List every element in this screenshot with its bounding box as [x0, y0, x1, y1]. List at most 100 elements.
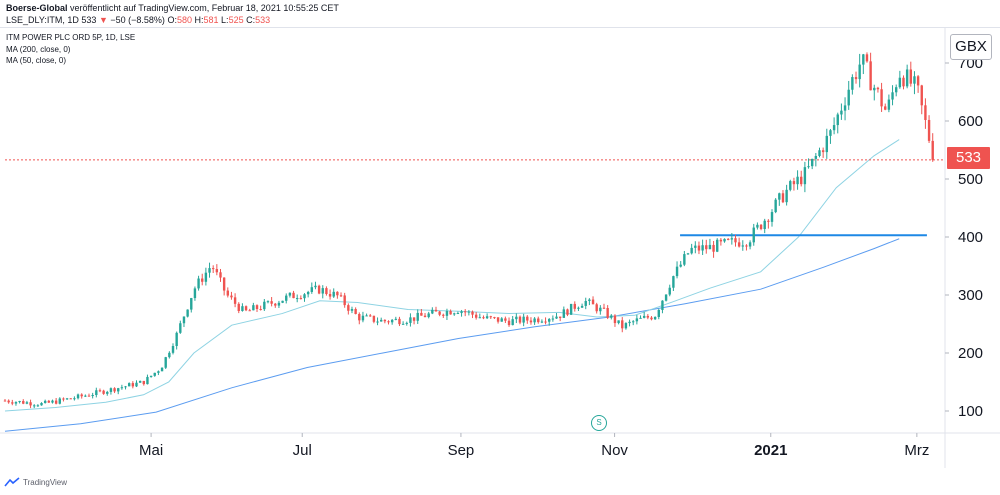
candle-body	[197, 278, 200, 289]
candle-body	[558, 316, 562, 318]
candle-body	[252, 305, 255, 311]
candle-body	[537, 318, 540, 323]
candle-body	[573, 303, 576, 309]
candle-body	[792, 181, 796, 185]
candle-body	[478, 317, 482, 319]
legend-ma200[interactable]: MA (200, close, 0)	[6, 45, 71, 54]
candle-body	[226, 290, 229, 296]
candle-body	[818, 150, 821, 156]
candle-body	[821, 150, 825, 153]
candle-body	[591, 299, 595, 305]
candle-body	[832, 125, 836, 131]
candle-body	[734, 238, 737, 243]
candle-body	[7, 400, 10, 403]
candle-body	[664, 294, 668, 301]
ohlc-high: 581	[203, 15, 219, 25]
candle-body	[25, 402, 29, 404]
candle-body	[442, 314, 445, 316]
last-price-tag: 533	[947, 147, 990, 169]
candle-body	[810, 158, 814, 167]
candle-body	[263, 301, 266, 310]
candle-body	[54, 400, 58, 404]
candle-body	[474, 314, 478, 318]
candle-body	[515, 316, 518, 320]
candle-body	[449, 311, 452, 315]
candle-body	[540, 321, 544, 323]
candle-body	[752, 227, 755, 243]
candle-body	[248, 310, 251, 312]
candle-body	[632, 321, 635, 323]
candle-body	[858, 64, 861, 80]
candle-body	[22, 401, 25, 404]
candle-body	[544, 321, 547, 323]
candle-body	[745, 245, 748, 247]
tradingview-logo[interactable]: TradingView	[4, 477, 67, 487]
candle-body	[840, 110, 843, 115]
legend-title[interactable]: ITM POWER PLC ORD 5P, 1D, LSE	[6, 33, 136, 42]
ma50-line	[4, 139, 900, 412]
candle-body	[427, 313, 430, 318]
currency-button[interactable]: GBX	[950, 34, 992, 60]
candle-body	[33, 405, 36, 407]
candle-body	[504, 318, 507, 321]
candle-body	[869, 61, 872, 91]
candle-body	[873, 87, 876, 91]
candle-body	[807, 166, 810, 168]
candle-body	[913, 76, 916, 84]
candle-body	[453, 313, 456, 315]
candle-body	[642, 315, 646, 318]
x-tick-label: Jul	[293, 442, 312, 459]
candle-body	[380, 319, 383, 322]
candle-body	[401, 323, 405, 325]
candle-body	[800, 176, 803, 185]
candle-body	[237, 303, 240, 311]
candle-body	[595, 304, 598, 312]
candle-body	[3, 400, 7, 402]
candle-body	[317, 285, 321, 294]
candle-body	[719, 239, 723, 242]
candle-body	[705, 245, 708, 250]
ohlc-l-label: L:	[221, 15, 229, 25]
candle-body	[927, 119, 931, 141]
candle-body	[789, 181, 792, 190]
candle-body	[211, 268, 215, 270]
candle-body	[434, 309, 438, 312]
candle-body	[646, 315, 650, 318]
candle-body	[876, 87, 880, 90]
x-tick-label: Sep	[448, 442, 475, 459]
candle-body	[358, 314, 361, 321]
candle-body	[781, 193, 785, 203]
candle-body	[390, 319, 394, 323]
candle-body	[171, 345, 175, 353]
candle-body	[29, 402, 32, 406]
candle-body	[69, 398, 72, 400]
candle-body	[43, 400, 47, 403]
x-tick-label: Nov	[601, 442, 628, 459]
candle-body	[493, 317, 496, 319]
candle-body	[255, 305, 259, 310]
candle-body	[142, 380, 145, 385]
candle-body	[343, 295, 346, 306]
legend-ma50[interactable]: MA (50, close, 0)	[6, 56, 67, 65]
candle-body	[894, 87, 898, 93]
candle-body	[847, 89, 850, 106]
candle-body	[694, 245, 697, 248]
candle-body	[661, 300, 664, 310]
symbol-label: LSE_DLY:ITM, 1D	[6, 15, 79, 25]
candle-body	[551, 318, 555, 320]
dividend-marker[interactable]: S	[591, 415, 607, 431]
candle-body	[657, 309, 660, 317]
candle-body	[332, 291, 335, 297]
candle-body	[456, 313, 460, 315]
candle-body	[836, 114, 839, 126]
candle-body	[303, 294, 306, 299]
ohlc-open: 580	[176, 15, 192, 25]
candle-body	[606, 307, 609, 318]
candle-body	[376, 321, 379, 323]
candle-body	[233, 297, 237, 304]
candle-body	[905, 69, 909, 87]
candle-body	[266, 301, 270, 303]
candle-body	[621, 320, 624, 329]
candle-body	[339, 295, 343, 297]
